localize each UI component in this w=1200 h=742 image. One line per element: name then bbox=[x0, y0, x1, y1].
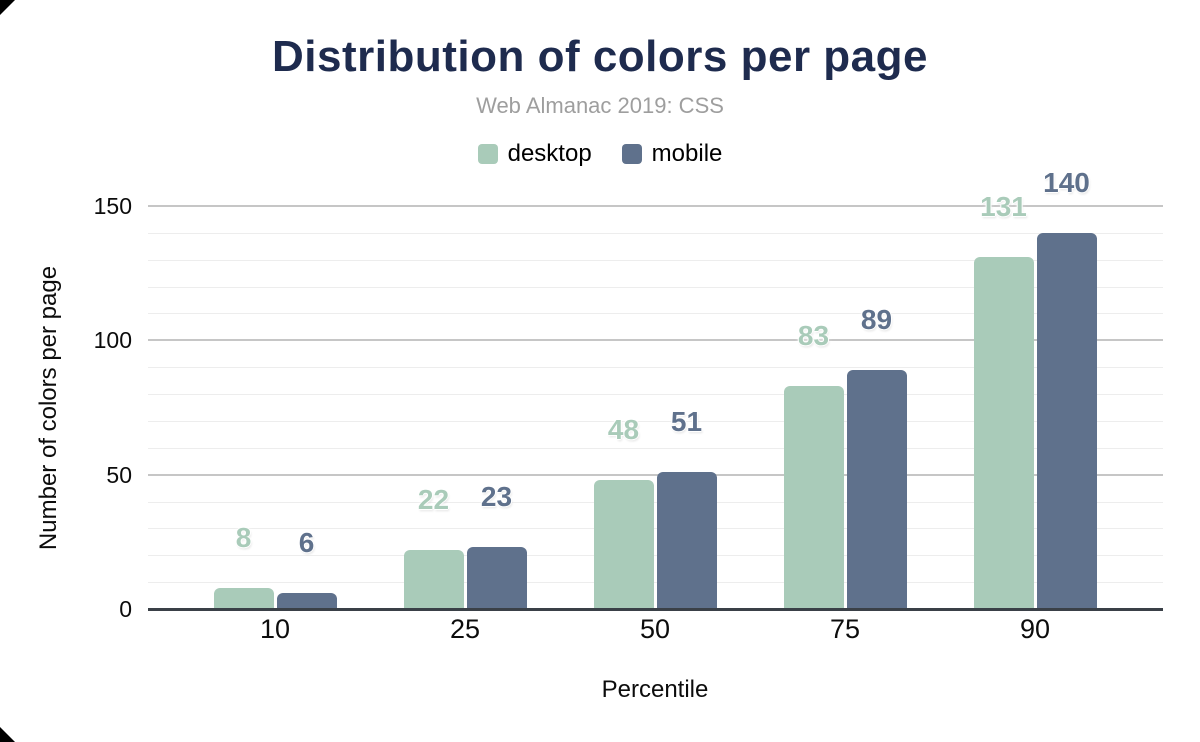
gridline-120 bbox=[148, 287, 1163, 288]
gridline-130 bbox=[148, 260, 1163, 261]
x-tick-50: 50 bbox=[639, 614, 671, 644]
legend-label-mobile: mobile bbox=[651, 140, 723, 167]
value-label-mobile-p75: 89 bbox=[860, 304, 893, 335]
bar-mobile-p50 bbox=[656, 472, 717, 609]
legend-swatch-mobile bbox=[621, 144, 642, 164]
gridline-20 bbox=[148, 555, 1163, 556]
gridline-40 bbox=[148, 502, 1163, 503]
x-axis-title: Percentile bbox=[601, 676, 709, 703]
value-label-desktop-p10: 8 bbox=[235, 522, 252, 553]
chart-subtitle: Web Almanac 2019: CSS bbox=[476, 93, 724, 118]
x-tick-75: 75 bbox=[829, 614, 861, 644]
legend-item-mobile: mobile bbox=[621, 140, 723, 168]
legend-item-desktop: desktop bbox=[477, 140, 592, 168]
gridline-100 bbox=[148, 339, 1163, 341]
gridline-60 bbox=[148, 448, 1163, 449]
gridline-30 bbox=[148, 528, 1163, 529]
bar-mobile-p75 bbox=[846, 370, 907, 609]
bar-desktop-p25 bbox=[403, 550, 464, 609]
x-axis-line bbox=[148, 608, 1163, 611]
bar-mobile-p10 bbox=[276, 593, 337, 609]
gridline-10 bbox=[148, 582, 1163, 583]
bar-desktop-p75 bbox=[783, 386, 844, 609]
bar-mobile-p25 bbox=[466, 547, 527, 609]
value-label-desktop-p25: 22 bbox=[417, 484, 450, 515]
legend-label-desktop: desktop bbox=[507, 140, 592, 167]
y-tick-100: 100 bbox=[93, 327, 132, 353]
bar-mobile-p90 bbox=[1036, 233, 1097, 609]
y-tick-0: 0 bbox=[119, 596, 132, 622]
gridline-90 bbox=[148, 367, 1163, 368]
x-tick-25: 25 bbox=[449, 614, 481, 644]
gridline-150 bbox=[148, 205, 1163, 207]
corner-mark-bottom-left bbox=[0, 727, 15, 742]
value-label-desktop-p50: 48 bbox=[607, 414, 640, 445]
y-axis-title: Number of colors per page bbox=[35, 265, 62, 550]
bar-desktop-p50 bbox=[593, 480, 654, 609]
chart-title: Distribution of colors per page bbox=[272, 32, 928, 81]
legend-swatch-desktop bbox=[477, 144, 498, 164]
gridline-80 bbox=[148, 394, 1163, 395]
x-tick-90: 90 bbox=[1019, 614, 1051, 644]
gridline-140 bbox=[148, 233, 1163, 234]
y-tick-150: 150 bbox=[93, 193, 132, 219]
corner-mark-top-left bbox=[0, 0, 15, 15]
value-label-desktop-p90: 131 bbox=[980, 191, 1027, 222]
gridline-50 bbox=[148, 474, 1163, 476]
x-tick-10: 10 bbox=[259, 614, 291, 644]
value-label-mobile-p50: 51 bbox=[670, 406, 703, 437]
value-label-mobile-p90: 140 bbox=[1043, 167, 1090, 198]
legend: desktop mobile bbox=[0, 140, 1200, 168]
value-label-desktop-p75: 83 bbox=[797, 320, 830, 351]
bar-desktop-p10 bbox=[213, 588, 274, 609]
gridline-70 bbox=[148, 421, 1163, 422]
gridline-110 bbox=[148, 313, 1163, 314]
value-label-mobile-p25: 23 bbox=[480, 481, 513, 512]
bar-desktop-p90 bbox=[973, 257, 1034, 609]
value-label-mobile-p10: 6 bbox=[298, 527, 315, 558]
y-tick-50: 50 bbox=[106, 462, 132, 488]
